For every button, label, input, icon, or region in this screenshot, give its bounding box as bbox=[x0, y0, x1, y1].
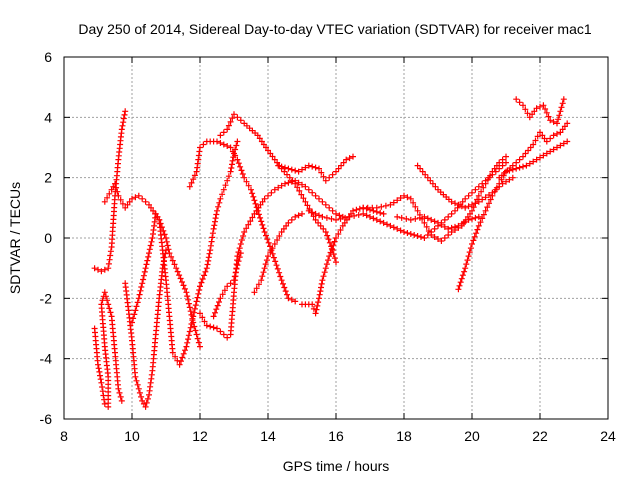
x-tick-label: 12 bbox=[192, 428, 208, 444]
series-track-p bbox=[414, 162, 516, 211]
series-track-s bbox=[513, 96, 567, 127]
series-track-c bbox=[91, 289, 125, 410]
series-track-m bbox=[299, 204, 387, 317]
plus-markers bbox=[91, 289, 125, 410]
series-track-d bbox=[122, 247, 169, 410]
x-tick-labels: 8 10 12 14 16 18 20 22 24 bbox=[60, 428, 616, 444]
x-tick-label: 18 bbox=[396, 428, 412, 444]
chart-title: Day 250 of 2014, Sidereal Day-to-day VTE… bbox=[78, 21, 591, 37]
series-track-g bbox=[197, 138, 241, 290]
x-axis-label: GPS time / hours bbox=[283, 458, 390, 474]
y-tick-label: -2 bbox=[40, 290, 53, 306]
x-tick-label: 24 bbox=[600, 428, 616, 444]
series-track-e bbox=[129, 210, 203, 368]
plus-markers bbox=[414, 162, 516, 211]
x-tick-label: 14 bbox=[260, 428, 276, 444]
axis-ticks bbox=[63, 56, 609, 420]
plus-markers bbox=[251, 210, 305, 296]
y-tick-label: -6 bbox=[40, 411, 53, 427]
series-track-i bbox=[197, 177, 346, 341]
series-track-b bbox=[101, 180, 203, 350]
y-tick-labels: 6 4 2 0 -2 -4 -6 bbox=[40, 49, 53, 427]
y-tick-label: 0 bbox=[44, 230, 52, 246]
series-track-t bbox=[496, 120, 571, 181]
series-track-k bbox=[275, 153, 356, 184]
y-tick-label: 4 bbox=[44, 109, 52, 125]
series-track-j bbox=[217, 111, 339, 266]
plus-markers bbox=[275, 153, 356, 184]
series-track-q bbox=[394, 213, 482, 232]
x-tick-label: 22 bbox=[532, 428, 548, 444]
y-tick-label: 6 bbox=[44, 49, 52, 65]
data-marks bbox=[91, 96, 571, 410]
x-tick-label: 16 bbox=[328, 428, 344, 444]
series-track-o bbox=[360, 153, 509, 244]
plus-markers bbox=[455, 138, 571, 293]
plus-markers bbox=[394, 213, 482, 232]
plus-markers bbox=[197, 177, 346, 341]
plus-markers bbox=[197, 138, 241, 290]
x-tick-label: 8 bbox=[60, 428, 68, 444]
plus-markers bbox=[299, 204, 387, 317]
plus-markers bbox=[496, 120, 571, 181]
plus-markers bbox=[513, 96, 567, 127]
plus-markers bbox=[122, 247, 169, 410]
plus-markers bbox=[129, 210, 203, 368]
series-track-l bbox=[251, 210, 305, 296]
series-track-r bbox=[455, 138, 571, 293]
x-tick-label: 10 bbox=[124, 428, 140, 444]
plus-markers bbox=[101, 180, 203, 350]
plus-markers bbox=[217, 111, 339, 266]
y-axis-label: SDTVAR / TECUs bbox=[7, 182, 23, 294]
x-tick-label: 20 bbox=[464, 428, 480, 444]
y-tick-label: 2 bbox=[44, 170, 52, 186]
plus-markers bbox=[360, 153, 509, 244]
y-tick-label: -4 bbox=[40, 351, 53, 367]
